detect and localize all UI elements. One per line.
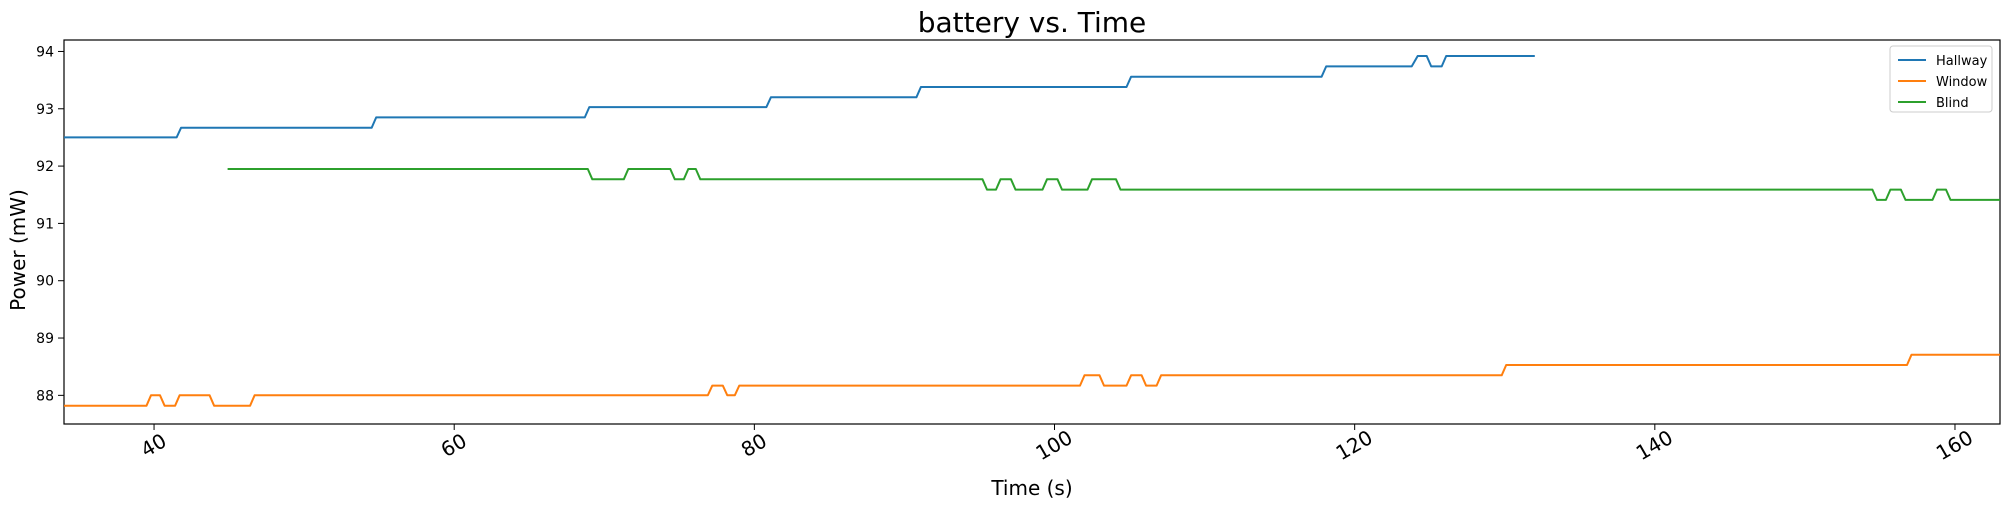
- y-tick-label: 93: [36, 102, 54, 118]
- x-tick-label: 80: [737, 428, 771, 462]
- x-tick-label: 120: [1332, 425, 1377, 465]
- y-tick-label: 94: [36, 44, 54, 60]
- x-axis: 40 60 80 100 120 140 160: [137, 424, 1977, 465]
- series-line-hallway: [64, 55, 1535, 139]
- y-axis: 88 89 90 91 92 93 94: [36, 44, 64, 404]
- y-tick-label: 89: [36, 331, 54, 347]
- y-axis-label: Power (mW): [6, 189, 30, 311]
- legend-box: [1889, 45, 1993, 113]
- y-tick-label: 92: [36, 159, 54, 175]
- series-layer: [64, 55, 2000, 407]
- y-tick-label: 90: [36, 274, 54, 290]
- x-tick-label: 40: [137, 428, 171, 462]
- plot-area: [63, 39, 2001, 425]
- x-tick-label: 60: [437, 428, 471, 462]
- series-line-window: [64, 353, 2000, 407]
- series-line-blind: [227, 168, 2000, 201]
- x-tick-label: 160: [1932, 425, 1977, 465]
- chart-title: battery vs. Time: [918, 6, 1147, 39]
- x-tick-label: 100: [1031, 425, 1076, 465]
- x-axis-label: Time (s): [990, 476, 1072, 500]
- plot-frame: [63, 39, 2001, 425]
- legend-label: Blind: [1936, 96, 1969, 111]
- legend: Hallway Window Blind: [1889, 45, 1993, 113]
- legend-label: Hallway: [1936, 54, 1988, 69]
- legend-label: Window: [1936, 75, 1988, 90]
- y-tick-label: 88: [36, 388, 54, 404]
- y-tick-label: 91: [36, 216, 54, 232]
- x-tick-label: 140: [1632, 425, 1677, 465]
